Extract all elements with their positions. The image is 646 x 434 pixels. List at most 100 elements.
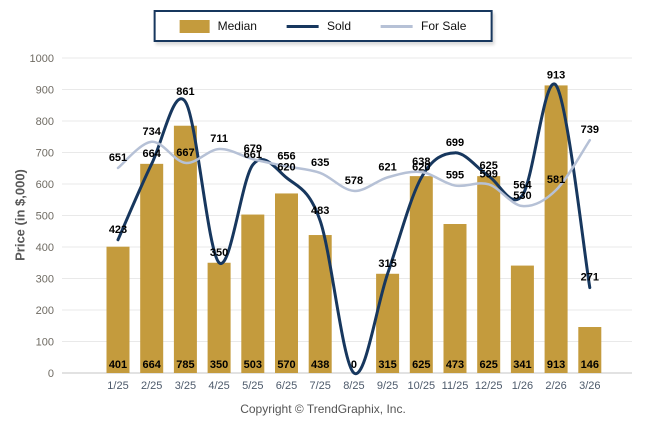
svg-text:7/25: 7/25 xyxy=(309,380,330,392)
svg-text:651: 651 xyxy=(109,152,127,164)
svg-text:699: 699 xyxy=(446,137,464,149)
sold-line xyxy=(116,82,592,376)
forsale-line-swatch-icon xyxy=(381,24,414,28)
svg-text:581: 581 xyxy=(547,174,565,186)
for-sale-line xyxy=(116,138,592,208)
svg-text:0: 0 xyxy=(48,368,54,380)
bar-median xyxy=(477,176,501,373)
svg-text:679: 679 xyxy=(244,143,262,155)
legend: Median Sold For Sale xyxy=(153,10,493,42)
svg-text:625: 625 xyxy=(480,160,498,172)
svg-text:739: 739 xyxy=(581,124,599,136)
bar-median xyxy=(308,235,332,373)
bar-median xyxy=(544,85,568,373)
svg-text:635: 635 xyxy=(311,157,329,169)
bar-median xyxy=(443,224,467,373)
svg-text:913: 913 xyxy=(547,359,565,371)
svg-text:595: 595 xyxy=(446,170,464,182)
svg-text:1/25: 1/25 xyxy=(107,380,128,392)
svg-text:2/26: 2/26 xyxy=(545,380,566,392)
bar-median xyxy=(140,163,164,373)
bar-median xyxy=(409,176,433,373)
svg-text:0: 0 xyxy=(351,359,357,371)
median-bar-swatch-icon xyxy=(179,19,210,33)
svg-text:564: 564 xyxy=(513,179,532,191)
svg-text:4/25: 4/25 xyxy=(208,380,229,392)
svg-text:3/26: 3/26 xyxy=(579,380,600,392)
legend-item-forsale: For Sale xyxy=(381,19,466,33)
chart-svg: 0 100 200 300 400 500 600 700 800 900 1000 1/25 2/25… xyxy=(30,53,632,392)
legend-label-sold: Sold xyxy=(326,19,352,33)
svg-text:1000: 1000 xyxy=(30,53,54,65)
svg-text:700: 700 xyxy=(36,148,54,160)
sold-line-swatch-icon xyxy=(286,24,319,28)
svg-text:664: 664 xyxy=(143,148,162,160)
svg-text:664: 664 xyxy=(143,359,162,371)
bars-median xyxy=(106,85,602,373)
bar-median xyxy=(173,125,197,373)
svg-text:599: 599 xyxy=(480,168,498,180)
svg-text:503: 503 xyxy=(244,359,262,371)
bar-median xyxy=(578,327,602,373)
svg-text:656: 656 xyxy=(277,150,295,162)
copyright-text: Copyright © TrendGraphix, Inc. xyxy=(240,402,406,416)
bar-median xyxy=(106,246,130,373)
svg-text:620: 620 xyxy=(277,162,295,174)
svg-text:423: 423 xyxy=(109,224,127,236)
svg-text:625: 625 xyxy=(480,359,498,371)
svg-text:711: 711 xyxy=(210,133,228,145)
legend-label-median: Median xyxy=(217,19,257,33)
svg-text:300: 300 xyxy=(36,274,54,286)
bar-median xyxy=(510,265,534,373)
svg-text:9/25: 9/25 xyxy=(377,380,398,392)
svg-text:315: 315 xyxy=(378,359,396,371)
svg-text:483: 483 xyxy=(311,205,329,217)
svg-text:578: 578 xyxy=(345,175,363,187)
svg-text:438: 438 xyxy=(311,359,329,371)
sold-value-labels: 423 664 861 350 661 620 483 315 620 699 625 564 913 2… xyxy=(109,69,599,283)
svg-text:400: 400 xyxy=(36,242,54,254)
svg-text:271: 271 xyxy=(581,272,599,284)
svg-text:661: 661 xyxy=(244,149,262,161)
svg-text:200: 200 xyxy=(36,305,54,317)
bar-median xyxy=(241,214,265,373)
legend-item-median: Median xyxy=(179,19,257,33)
x-tick-labels: 1/25 2/25 3/25 4/25 5/25 6/25 7/25 8/25 9/25 10/2… xyxy=(107,380,600,392)
legend-item-sold: Sold xyxy=(286,19,352,33)
svg-text:570: 570 xyxy=(277,359,295,371)
svg-text:8/25: 8/25 xyxy=(343,380,364,392)
svg-text:913: 913 xyxy=(547,69,565,81)
svg-text:401: 401 xyxy=(109,359,127,371)
svg-text:620: 620 xyxy=(412,162,430,174)
svg-text:625: 625 xyxy=(412,359,430,371)
legend-label-forsale: For Sale xyxy=(421,19,467,33)
svg-text:12/25: 12/25 xyxy=(475,380,503,392)
y-axis-title: Price (in $,000) xyxy=(12,169,28,261)
bar-median xyxy=(275,193,298,373)
svg-text:530: 530 xyxy=(513,190,531,202)
svg-text:341: 341 xyxy=(513,359,531,371)
svg-text:350: 350 xyxy=(210,359,228,371)
svg-text:600: 600 xyxy=(36,179,54,191)
svg-text:1/26: 1/26 xyxy=(512,380,533,392)
bar-value-labels: 401 664 785 350 503 570 438 0 315 625 473 625 341 913… xyxy=(109,359,599,371)
svg-text:146: 146 xyxy=(581,359,599,371)
svg-text:734: 734 xyxy=(143,126,162,138)
svg-text:2/25: 2/25 xyxy=(141,380,162,392)
svg-text:500: 500 xyxy=(36,211,54,223)
svg-text:785: 785 xyxy=(176,359,194,371)
svg-text:315: 315 xyxy=(378,258,396,270)
svg-text:473: 473 xyxy=(446,359,464,371)
bar-median xyxy=(207,262,231,373)
svg-text:5/25: 5/25 xyxy=(242,380,263,392)
svg-text:6/25: 6/25 xyxy=(276,380,297,392)
svg-text:667: 667 xyxy=(176,147,194,159)
svg-text:100: 100 xyxy=(36,337,54,349)
svg-text:638: 638 xyxy=(412,156,430,168)
svg-text:10/25: 10/25 xyxy=(408,380,436,392)
svg-text:900: 900 xyxy=(36,85,54,97)
svg-text:861: 861 xyxy=(176,86,194,98)
svg-text:350: 350 xyxy=(210,247,228,259)
svg-text:800: 800 xyxy=(36,116,54,128)
